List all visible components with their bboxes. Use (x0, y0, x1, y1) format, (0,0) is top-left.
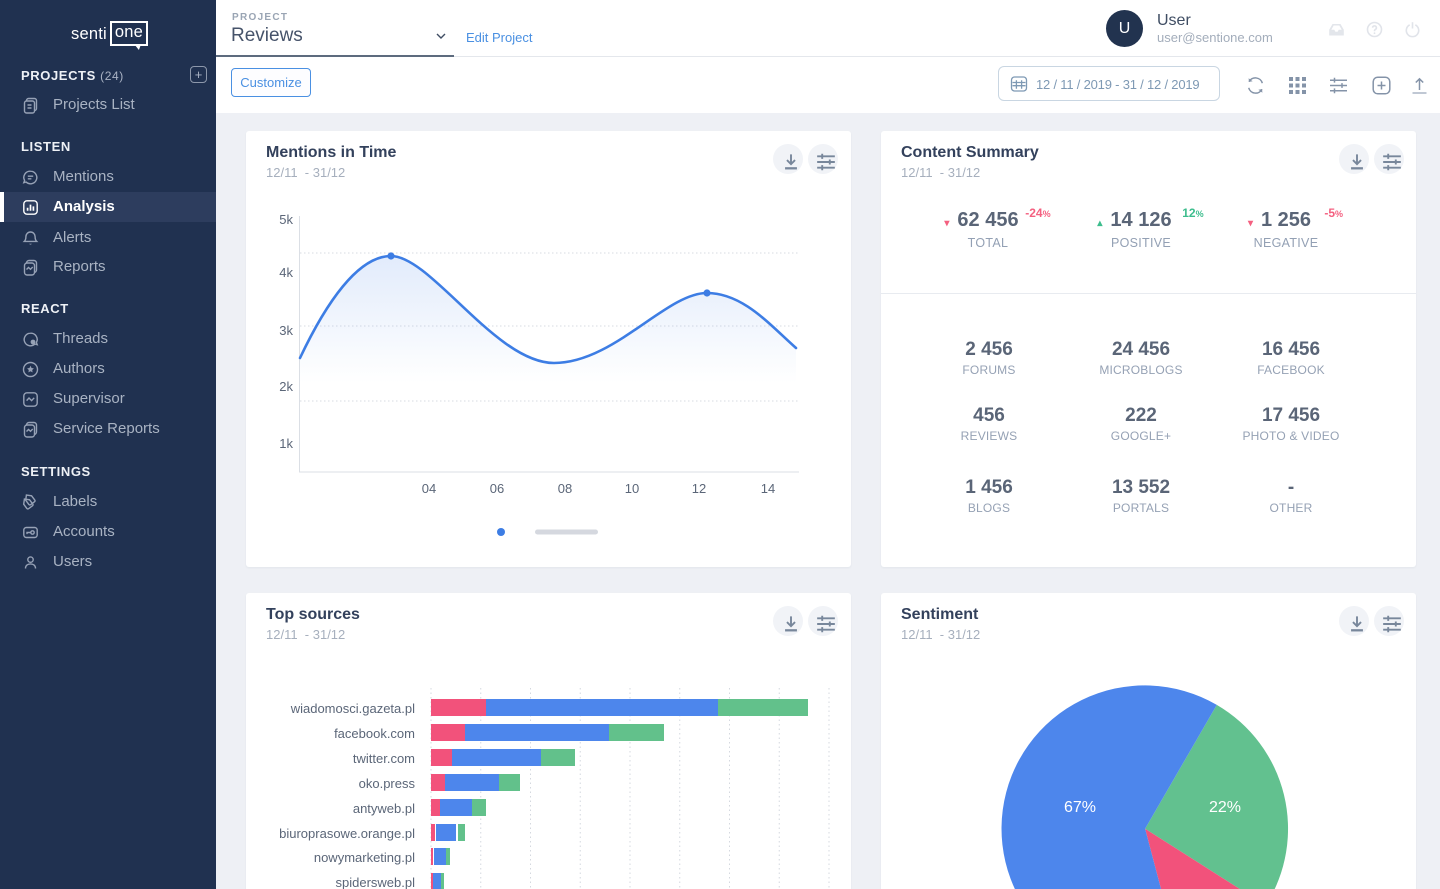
svg-text:14: 14 (761, 481, 775, 496)
svg-text:5k: 5k (279, 212, 293, 227)
svg-text:22%: 22% (1209, 799, 1241, 816)
svg-text:2k: 2k (279, 379, 293, 394)
svg-text:12: 12 (692, 481, 706, 496)
svg-text:08: 08 (558, 481, 572, 496)
svg-text:4k: 4k (279, 265, 293, 280)
svg-text:06: 06 (490, 481, 504, 496)
svg-text:3k: 3k (279, 323, 293, 338)
svg-text:67%: 67% (1064, 799, 1096, 816)
svg-text:10: 10 (625, 481, 639, 496)
svg-text:1k: 1k (279, 436, 293, 451)
svg-text:04: 04 (422, 481, 436, 496)
